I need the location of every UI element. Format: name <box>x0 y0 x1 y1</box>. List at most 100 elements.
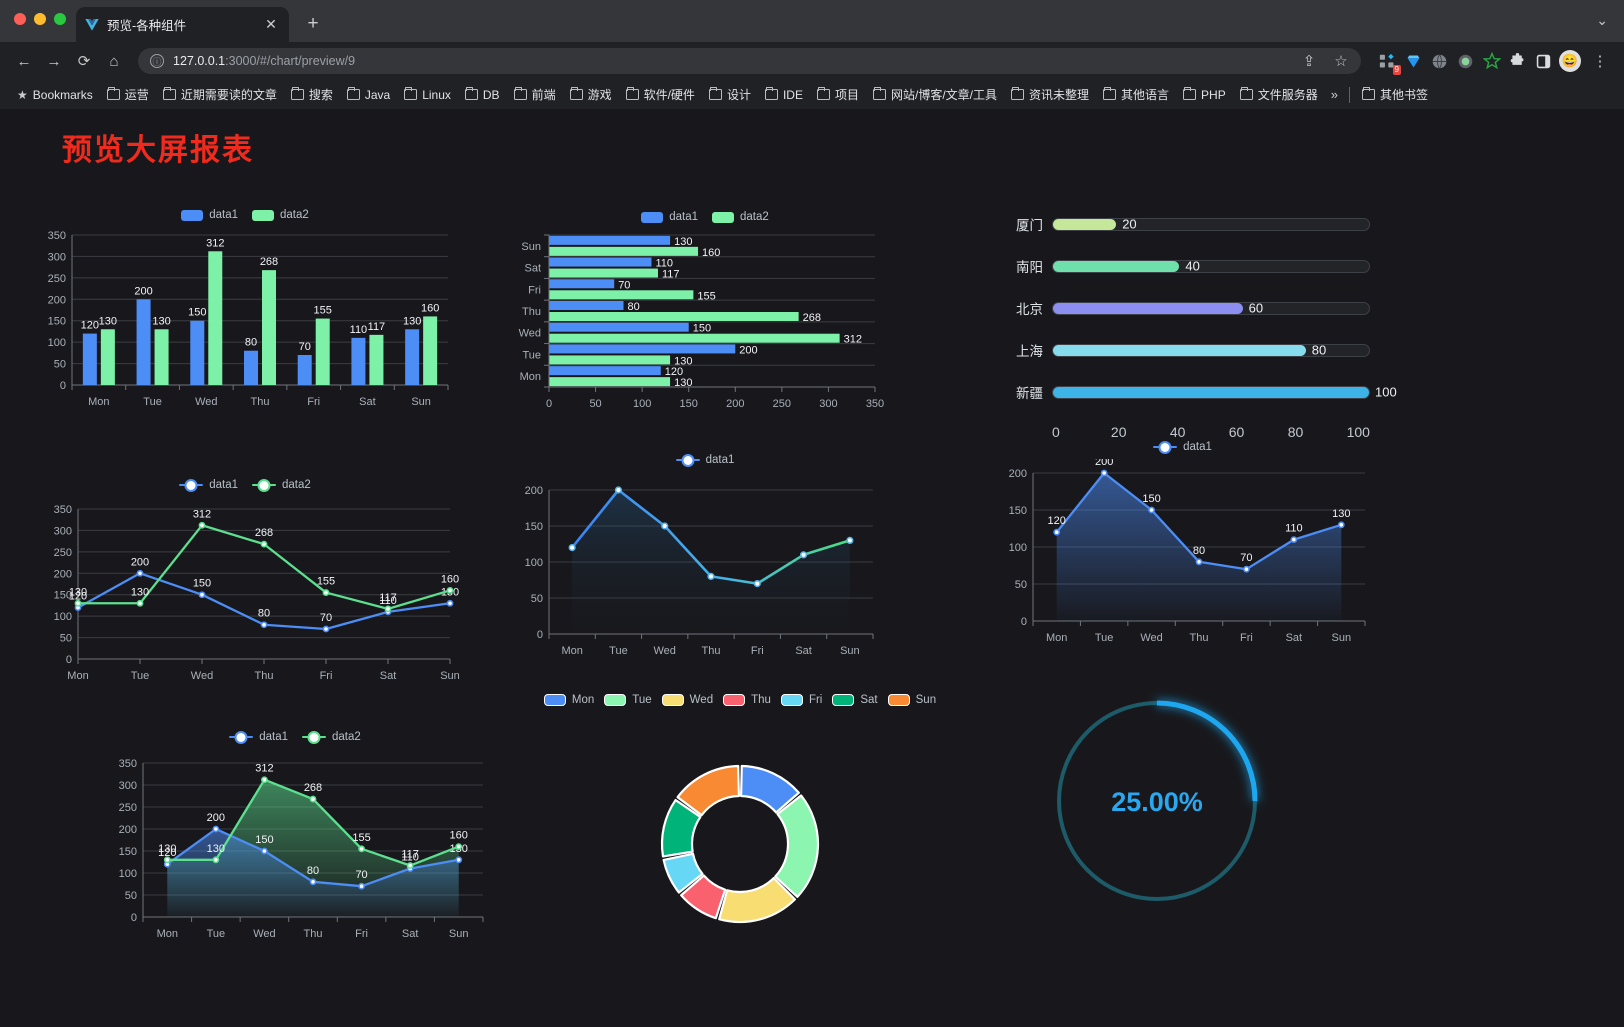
bookmark-folder-7[interactable]: 游戏 <box>563 83 619 106</box>
legend-item-data2[interactable]: data2 <box>712 211 769 223</box>
bar-Sun-data2[interactable] <box>423 316 438 385</box>
bar-Mon-data1[interactable] <box>82 333 97 385</box>
bookmark-folder-8[interactable]: 软件/硬件 <box>619 83 702 106</box>
sidepanel-icon[interactable] <box>1533 51 1554 72</box>
back-button[interactable]: ← <box>16 52 32 70</box>
bookmark-folder-0[interactable]: 运营 <box>100 83 156 106</box>
chevron-down-icon[interactable]: ⌄ <box>1596 12 1608 28</box>
bookmark-folder-5[interactable]: DB <box>458 83 507 106</box>
bookmark-folder-10[interactable]: IDE <box>758 83 810 106</box>
point-Fri-data1[interactable] <box>322 625 330 633</box>
point-Sun-data1[interactable] <box>1337 521 1345 529</box>
legend-item-data1[interactable]: data1 <box>1153 440 1212 454</box>
legend-bar-horizontal[interactable]: data1 data2 <box>505 211 905 223</box>
point-Fri-data2[interactable] <box>358 845 365 853</box>
chart-line-gradient[interactable]: data1 0 50 100 150 200 Mon Tue Wed Thu Fri Sat Sun <box>505 453 905 684</box>
progress-row-上海[interactable]: 上海 80 <box>995 340 1370 360</box>
chart-gauge[interactable]: 25.00% <box>1035 679 1285 939</box>
point-Thu-data1[interactable] <box>260 621 268 629</box>
avatar[interactable]: 😄 <box>1559 50 1581 72</box>
point-Mon-data2[interactable] <box>74 599 82 607</box>
chart-progress-bars[interactable]: 厦门 20 南阳 40 北京 60 上海 80 新疆 100 0 20 40 60 80 100 <box>995 214 1397 464</box>
legend-donut[interactable]: Mon Tue Wed Thu Fri Sat Sun <box>535 694 945 706</box>
chart-donut[interactable]: Mon Tue Wed Thu Fri Sat Sun <box>535 694 945 994</box>
bookmark-star-icon[interactable]: ☆ <box>1334 53 1348 70</box>
puzzle-icon[interactable] <box>1507 51 1528 72</box>
bookmark-folder-6[interactable]: 前端 <box>507 83 563 106</box>
progress-row-北京[interactable]: 北京 60 <box>995 298 1370 318</box>
legend-item-Thu[interactable]: Thu <box>723 694 771 706</box>
legend-item-data1[interactable]: data1 <box>641 211 698 223</box>
point-Fri-data2[interactable] <box>322 589 330 596</box>
point-Wed-data1[interactable] <box>261 847 268 855</box>
bar-Tue-data2[interactable] <box>549 355 671 365</box>
donut-slice-Thu[interactable] <box>680 874 727 920</box>
point-Tue-data2[interactable] <box>136 599 144 607</box>
point-Thu-data1[interactable] <box>309 878 317 886</box>
point-Sat-data2[interactable] <box>406 862 414 869</box>
bar-Wed-data1[interactable] <box>549 322 689 332</box>
point-Sun-data1[interactable] <box>446 599 454 607</box>
donut-slice-Sat[interactable] <box>660 798 702 858</box>
point-Wed-data1[interactable] <box>1148 506 1155 514</box>
legend-item-Tue[interactable]: Tue <box>604 694 652 706</box>
donut-slice-Tue[interactable] <box>774 794 820 898</box>
circle-icon[interactable] <box>1455 51 1476 72</box>
donut-slice-Wed[interactable] <box>718 876 797 924</box>
point-Thu-data1[interactable] <box>1195 558 1203 566</box>
bar-Fri-data2[interactable] <box>315 318 330 385</box>
new-tab-button[interactable]: + <box>307 13 319 34</box>
point-Tue-data1[interactable] <box>1100 469 1108 477</box>
point-Sat[interactable] <box>799 551 808 559</box>
legend-area-single[interactable]: data1 <box>985 440 1380 454</box>
legend-item-data1[interactable]: data1 <box>229 730 288 744</box>
point-Tue-data2[interactable] <box>212 856 220 864</box>
browser-menu-icon[interactable]: ⋮ <box>1592 53 1608 70</box>
chart-area-single[interactable]: data1 0 50 100 150 200 Mon Tue Wed Thu Fri Sat Sun 1… <box>985 440 1380 671</box>
bar-Fri-data1[interactable] <box>297 355 312 385</box>
legend-item-data2[interactable]: data2 <box>302 730 361 744</box>
bar-Fri-data2[interactable] <box>549 290 694 300</box>
legend-area-two-series[interactable]: data1 data2 <box>95 730 495 744</box>
point-Wed-data1[interactable] <box>198 591 206 599</box>
bar-Mon-data2[interactable] <box>549 377 671 387</box>
bookmark-folder-2[interactable]: 搜索 <box>284 83 340 106</box>
point-Thu-data2[interactable] <box>260 540 268 548</box>
legend-line-gradient[interactable]: data1 <box>505 453 905 467</box>
bookmark-folder-16[interactable]: 文件服务器 <box>1233 83 1325 106</box>
bar-Thu-data1[interactable] <box>244 350 258 385</box>
point-Tue[interactable] <box>614 486 623 494</box>
minimize-window-button[interactable] <box>34 13 46 25</box>
maximize-window-button[interactable] <box>54 13 66 25</box>
bookmarks-root[interactable]: ★ Bookmarks <box>10 85 100 105</box>
bar-Fri-data1[interactable] <box>549 279 615 289</box>
bookmark-folder-12[interactable]: 网站/博客/文章/工具 <box>866 83 1004 106</box>
bookmark-folder-15[interactable]: PHP <box>1176 83 1233 106</box>
progress-row-新疆[interactable]: 新疆 100 <box>995 382 1397 402</box>
diamond-icon[interactable] <box>1403 51 1424 72</box>
close-tab-icon[interactable]: ✕ <box>265 16 277 32</box>
point-Thu[interactable] <box>707 572 715 580</box>
point-Sun[interactable] <box>846 536 854 544</box>
chart-line-two-series[interactable]: data1 data2 0 50 100 150 200 250 300 350 Mon Tue W… <box>30 478 460 709</box>
donut-slice-Fri[interactable] <box>662 852 704 894</box>
point-Fri[interactable] <box>753 579 761 588</box>
bookmarks-overflow-button[interactable]: » <box>1330 87 1338 102</box>
site-info-icon[interactable]: ⓘ <box>150 54 164 68</box>
bookmark-folder-1[interactable]: 近期需要读的文章 <box>156 83 284 106</box>
point-Mon-data1[interactable] <box>1053 528 1061 536</box>
bookmark-folder-9[interactable]: 设计 <box>702 83 758 106</box>
bar-Sat-data2[interactable] <box>369 334 384 385</box>
bar-Mon-data1[interactable] <box>549 366 661 376</box>
point-Wed-data2[interactable] <box>261 776 268 784</box>
bar-Sat-data1[interactable] <box>351 337 366 385</box>
bookmark-folder-4[interactable]: Linux <box>397 83 458 106</box>
point-Sat-data2[interactable] <box>384 605 392 613</box>
address-bar[interactable]: ⓘ 127.0.0.1:3000/#/chart/preview/9 ⇪ ☆ <box>138 48 1361 74</box>
point-Sun-data2[interactable] <box>455 843 463 850</box>
point-Wed-data2[interactable] <box>198 521 206 529</box>
bookmark-folder-3[interactable]: Java <box>340 83 397 106</box>
bar-Tue-data2[interactable] <box>154 329 169 385</box>
bar-Mon-data2[interactable] <box>100 329 115 385</box>
close-window-button[interactable] <box>14 13 26 25</box>
